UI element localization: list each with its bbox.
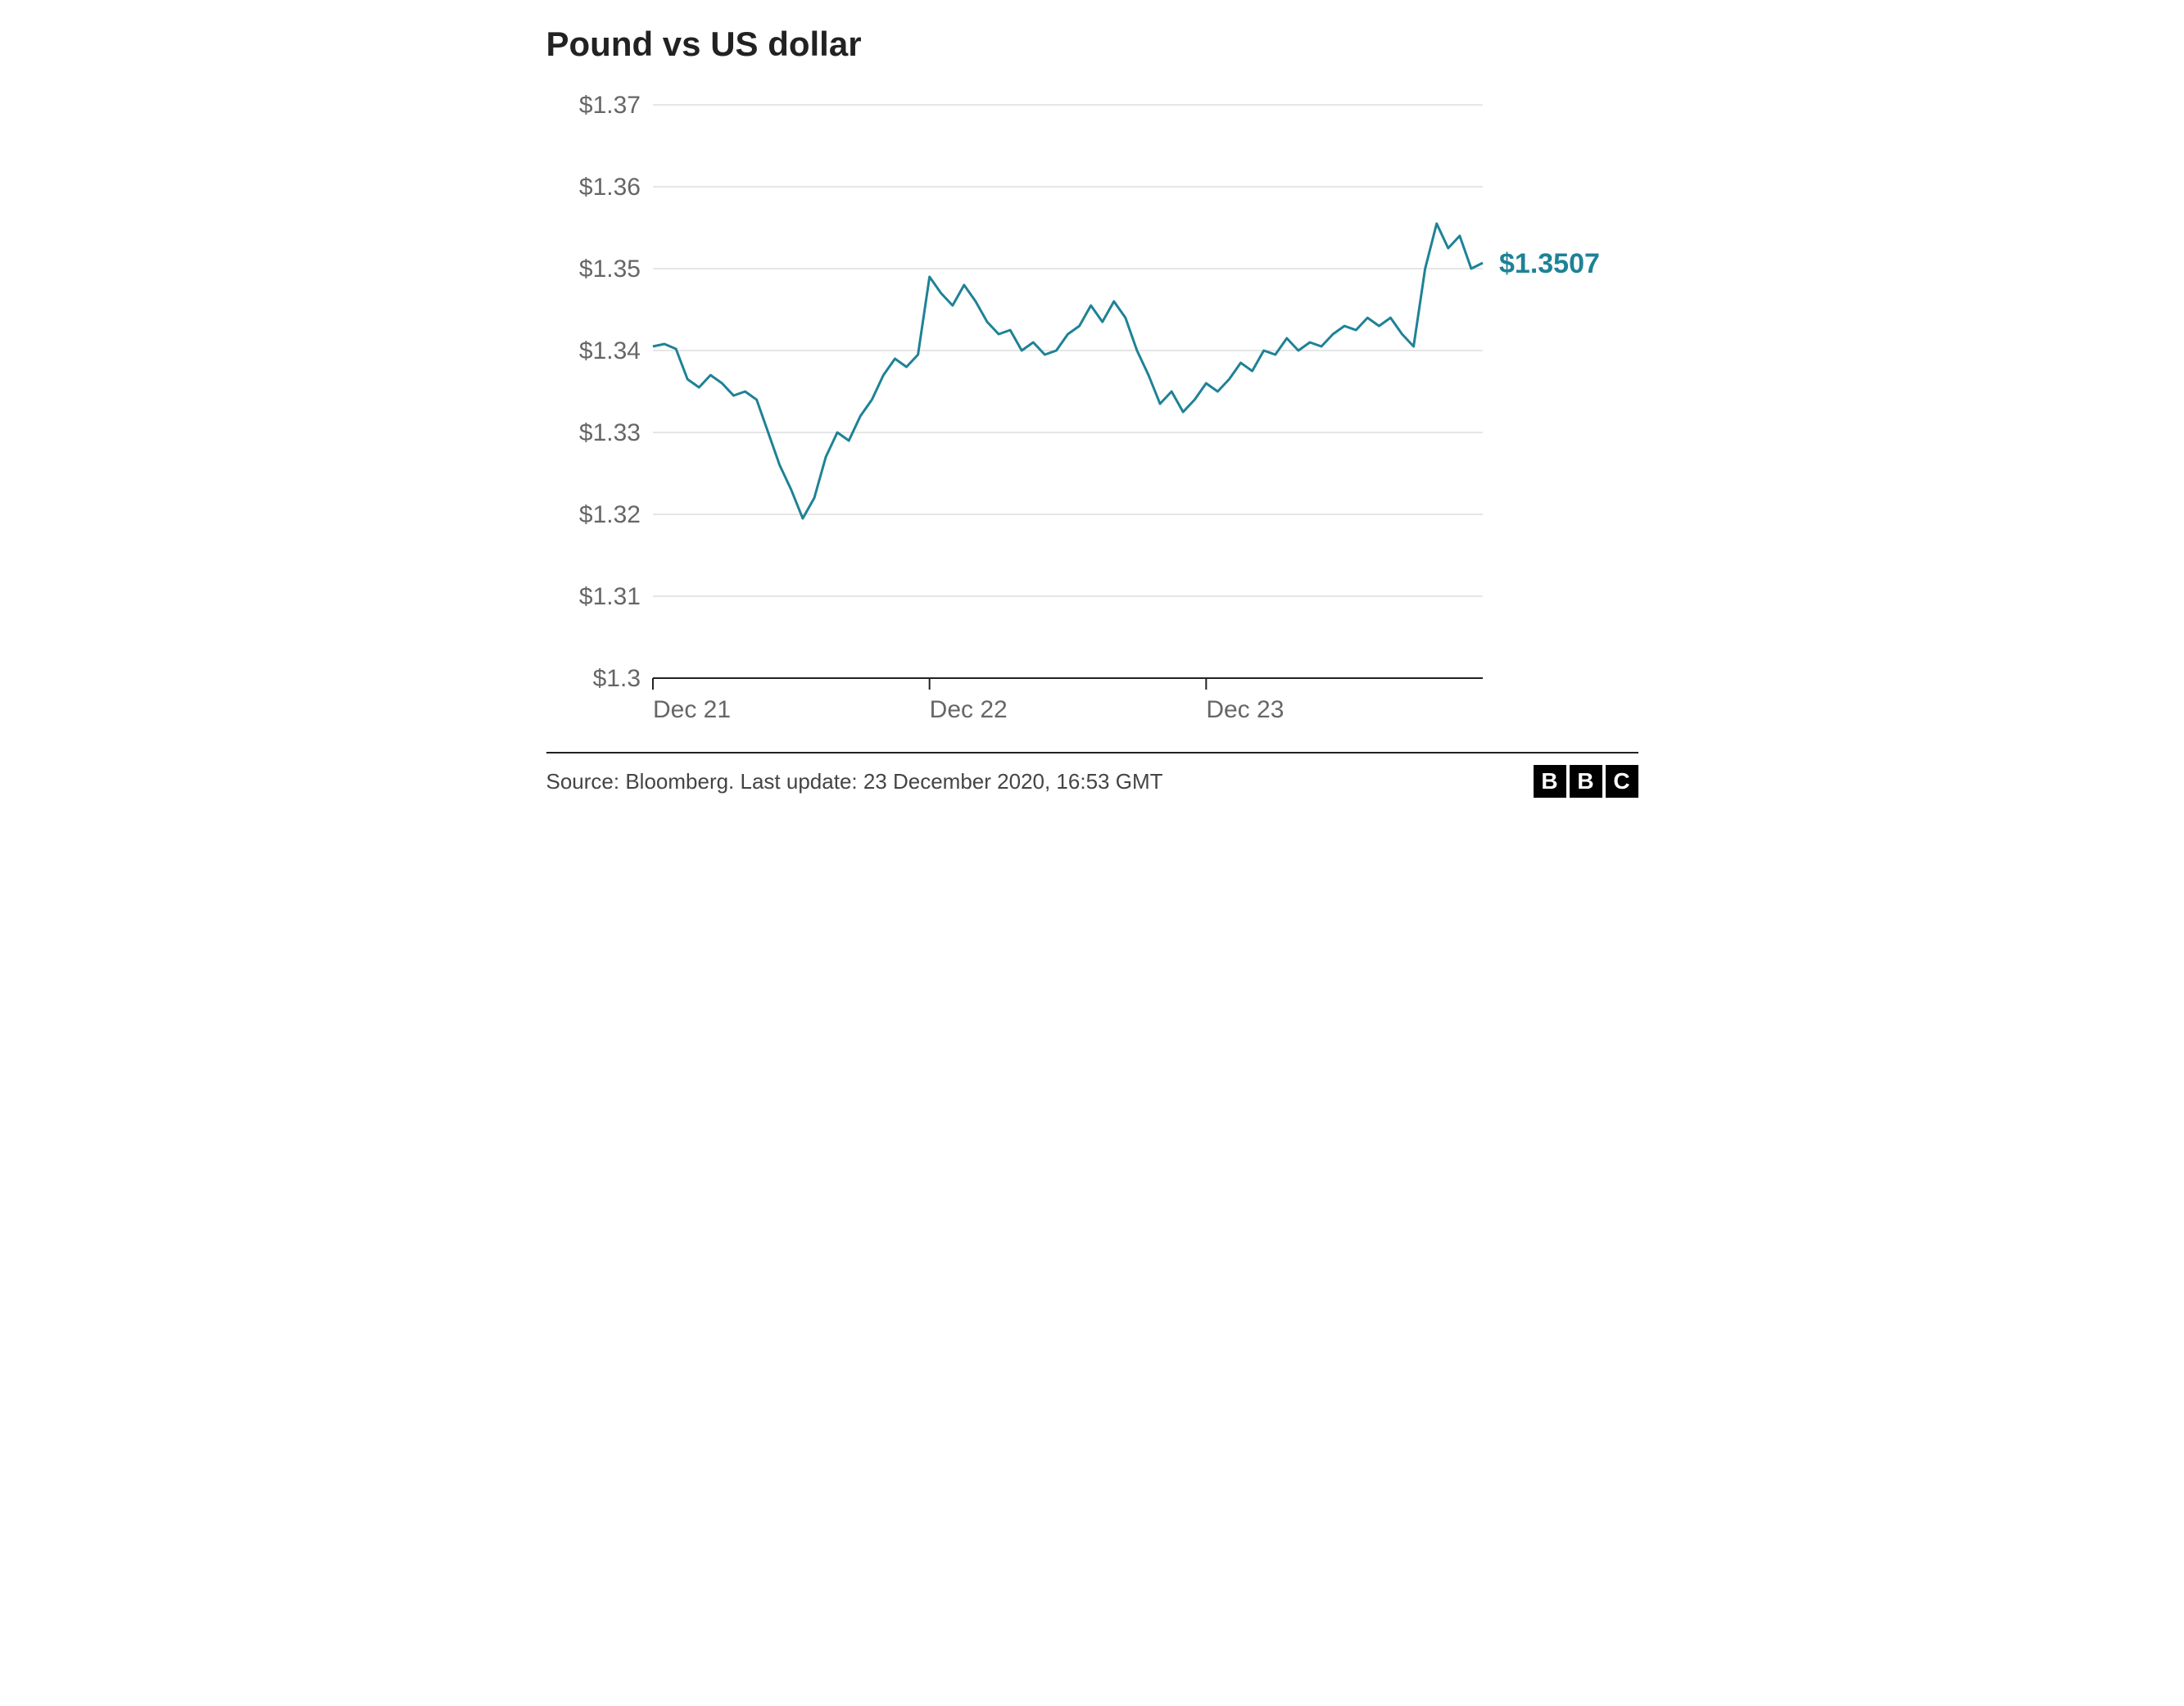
bbc-logo-letter: B xyxy=(1570,765,1602,798)
svg-text:$1.3: $1.3 xyxy=(592,665,640,692)
chart-title: Pound vs US dollar xyxy=(546,25,1638,64)
svg-text:$1.32: $1.32 xyxy=(578,501,640,528)
y-axis: $1.3 $1.31 $1.32 $1.33 $1.34 $1.35 $1.36 $1.37 xyxy=(578,92,640,692)
svg-text:$1.31: $1.31 xyxy=(578,583,640,610)
bbc-logo-letter: C xyxy=(1606,765,1638,798)
chart-svg: $1.3$1.31$1.32$1.33$1.34$1.35$1.36$1.37 … xyxy=(546,88,1638,744)
svg-text:$1.34: $1.34 xyxy=(578,337,640,364)
chart-container: Pound vs US dollar $1.3$1.31$1.32$1.33$1… xyxy=(546,25,1638,798)
bbc-logo: B B C xyxy=(1534,765,1638,798)
x-axis: Dec 21 Dec 22 Dec 23 xyxy=(653,678,1483,723)
bbc-logo-letter: B xyxy=(1534,765,1566,798)
svg-text:$1.36: $1.36 xyxy=(578,174,640,201)
svg-text:$1.37: $1.37 xyxy=(578,92,640,119)
svg-text:Dec 21: Dec 21 xyxy=(653,696,731,723)
data-series-line xyxy=(653,224,1483,518)
svg-text:$1.33: $1.33 xyxy=(578,419,640,446)
source-attribution: Source: Bloomberg. Last update: 23 Decem… xyxy=(546,769,1163,794)
svg-text:Dec 23: Dec 23 xyxy=(1206,696,1284,723)
svg-text:$1.35: $1.35 xyxy=(578,256,640,283)
chart-plot-area: $1.3$1.31$1.32$1.33$1.34$1.35$1.36$1.37 … xyxy=(546,88,1638,744)
svg-text:Dec 22: Dec 22 xyxy=(929,696,1007,723)
chart-footer: Source: Bloomberg. Last update: 23 Decem… xyxy=(546,752,1638,798)
endpoint-value-label: $1.3507 xyxy=(1499,248,1600,279)
grid-lines xyxy=(653,105,1483,678)
